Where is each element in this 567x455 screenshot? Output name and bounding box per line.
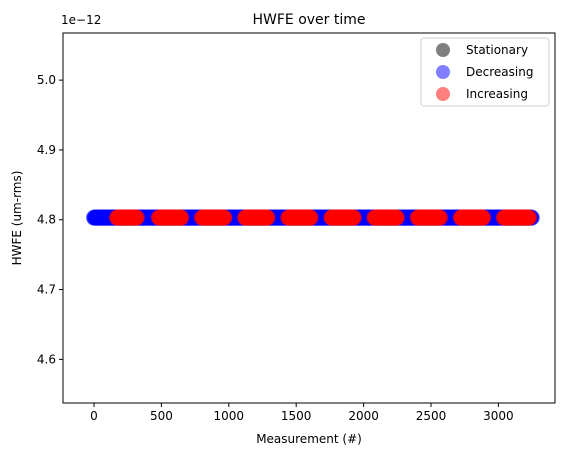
x-tick-label: 1000 (214, 409, 245, 423)
x-tick-label: 2000 (348, 409, 379, 423)
y-tick-label: 4.8 (37, 213, 56, 227)
data-point (345, 209, 362, 226)
y-tick-label: 4.6 (37, 352, 56, 366)
data-point (389, 209, 406, 226)
x-tick-label: 2500 (416, 409, 447, 423)
x-tick-label: 500 (150, 409, 173, 423)
legend-label: Increasing (466, 87, 528, 101)
y-tick-label: 4.9 (37, 143, 56, 157)
y-tick-label: 5.0 (37, 73, 56, 87)
chart-title: HWFE over time (252, 12, 365, 28)
y-axis-label: HWFE (um-rms) (10, 171, 24, 266)
x-tick-label: 3000 (483, 409, 514, 423)
y-offset-label: 1e−12 (61, 13, 101, 27)
legend-label: Stationary (466, 43, 528, 57)
x-tick-label: 0 (90, 409, 98, 423)
data-point (521, 209, 538, 226)
legend-marker (436, 43, 450, 57)
data-point (259, 209, 276, 226)
data-point (475, 209, 492, 226)
legend-marker (436, 87, 450, 101)
y-tick-label: 4.7 (37, 283, 56, 297)
data-point (432, 209, 449, 226)
x-tick-label: 1500 (281, 409, 312, 423)
series-increasing (108, 209, 538, 226)
legend-label: Decreasing (466, 65, 533, 79)
legend: Stationary Decreasing Increasing (420, 37, 550, 107)
data-point (128, 209, 145, 226)
data-point (216, 209, 233, 226)
legend-frame (420, 37, 550, 107)
data-point (302, 209, 319, 226)
plot-frame (62, 32, 556, 404)
legend-marker (436, 65, 450, 79)
x-axis-label: Measurement (#) (256, 432, 362, 446)
data-point (173, 209, 190, 226)
